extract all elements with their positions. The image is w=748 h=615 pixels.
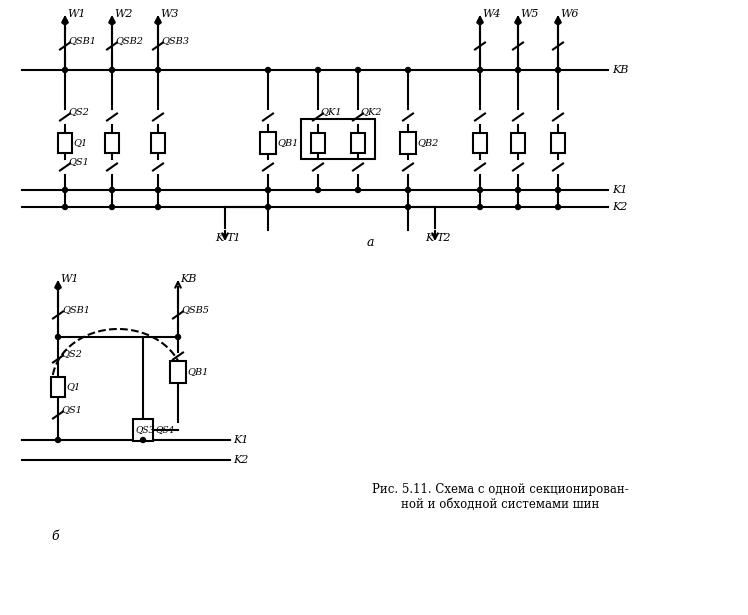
Text: QSB1: QSB1 [62, 306, 90, 314]
Circle shape [515, 20, 521, 25]
Text: Q1: Q1 [66, 383, 80, 392]
Circle shape [355, 188, 361, 192]
Circle shape [266, 188, 271, 192]
Circle shape [556, 188, 560, 192]
Circle shape [109, 20, 114, 25]
Text: W6: W6 [560, 9, 578, 19]
Bar [351, 133, 365, 153]
Text: QS3: QS3 [135, 426, 154, 435]
Circle shape [176, 335, 180, 339]
Text: б: б [51, 531, 59, 544]
Text: W1: W1 [67, 9, 85, 19]
Bar [311, 133, 325, 153]
Circle shape [477, 205, 482, 210]
Bar [400, 132, 416, 154]
Bar [170, 361, 186, 383]
Circle shape [55, 437, 61, 443]
Bar [511, 133, 525, 153]
Circle shape [63, 68, 67, 73]
Text: KB: KB [612, 65, 628, 75]
Text: K2: K2 [233, 455, 248, 465]
Text: W3: W3 [160, 9, 179, 19]
Text: QS2: QS2 [68, 108, 89, 116]
Circle shape [63, 20, 67, 25]
Text: QB2: QB2 [417, 138, 438, 148]
Circle shape [63, 205, 67, 210]
Text: QB1: QB1 [187, 368, 209, 376]
Circle shape [355, 68, 361, 73]
Circle shape [477, 68, 482, 73]
Circle shape [156, 20, 161, 25]
Bar [51, 377, 65, 397]
Circle shape [316, 68, 320, 73]
Circle shape [515, 188, 521, 192]
Text: QSB5: QSB5 [181, 306, 209, 314]
Text: QS2: QS2 [61, 349, 82, 359]
Text: QS4: QS4 [155, 426, 174, 435]
Text: a: a [367, 237, 374, 250]
Text: QSB1: QSB1 [68, 36, 96, 46]
Bar [301, 119, 375, 159]
Circle shape [515, 68, 521, 73]
Text: T1: T1 [226, 233, 241, 243]
Bar [58, 133, 72, 153]
Text: W5: W5 [520, 9, 539, 19]
Circle shape [405, 188, 411, 192]
Bar [151, 133, 165, 153]
Text: QSB2: QSB2 [115, 36, 143, 46]
Circle shape [109, 68, 114, 73]
Text: QB1: QB1 [277, 138, 298, 148]
Bar [473, 133, 487, 153]
Circle shape [405, 68, 411, 73]
Circle shape [556, 205, 560, 210]
Circle shape [141, 437, 146, 443]
Circle shape [266, 205, 271, 210]
Circle shape [55, 335, 61, 339]
Circle shape [156, 188, 161, 192]
Circle shape [477, 188, 482, 192]
Text: K: K [425, 233, 433, 243]
Text: QS1: QS1 [68, 157, 89, 167]
Circle shape [316, 188, 320, 192]
Text: QSB3: QSB3 [161, 36, 189, 46]
Circle shape [109, 205, 114, 210]
Circle shape [55, 285, 61, 290]
Circle shape [405, 205, 411, 210]
Circle shape [156, 205, 161, 210]
Circle shape [156, 68, 161, 73]
Circle shape [266, 68, 271, 73]
Circle shape [109, 188, 114, 192]
Text: W4: W4 [482, 9, 500, 19]
Circle shape [63, 188, 67, 192]
Text: T2: T2 [436, 233, 450, 243]
Text: K1: K1 [612, 185, 628, 195]
Text: Рис. 5.11. Схема с одной секционирован-
ной и обходной системами шин: Рис. 5.11. Схема с одной секционирован- … [372, 483, 628, 511]
Text: W1: W1 [60, 274, 79, 284]
Text: K: K [215, 233, 223, 243]
Text: W2: W2 [114, 9, 132, 19]
Text: QK2: QK2 [360, 108, 381, 116]
Text: QS1: QS1 [61, 405, 82, 415]
Circle shape [477, 20, 482, 25]
Text: K2: K2 [612, 202, 628, 212]
Circle shape [556, 20, 560, 25]
Bar [133, 419, 153, 441]
Circle shape [556, 68, 560, 73]
Circle shape [515, 205, 521, 210]
Bar [105, 133, 119, 153]
Bar [551, 133, 565, 153]
Text: KB: KB [180, 274, 197, 284]
Text: QK1: QK1 [320, 108, 342, 116]
Bar [260, 132, 276, 154]
Text: K1: K1 [233, 435, 248, 445]
Text: Q1: Q1 [73, 138, 88, 148]
